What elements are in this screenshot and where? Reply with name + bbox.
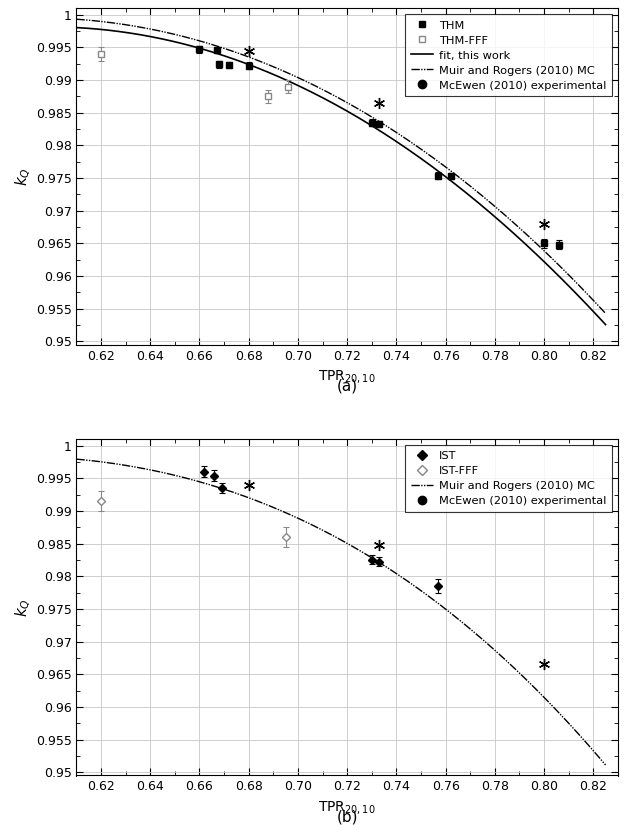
- McEwen (2010) experimental: [245, 480, 252, 490]
- Muir and Rogers (2010) MC: [282, 508, 290, 518]
- fit, this work: [282, 75, 290, 85]
- Muir and Rogers (2010) MC: [406, 578, 413, 587]
- Text: (a): (a): [336, 379, 358, 394]
- McEwen (2010) experimental: [375, 540, 383, 549]
- McEwen (2010) experimental: [540, 659, 548, 669]
- Line: McEwen (2010) experimental: McEwen (2010) experimental: [243, 479, 550, 670]
- Muir and Rogers (2010) MC: [455, 172, 462, 182]
- fit, this work: [406, 145, 413, 155]
- Muir and Rogers (2010) MC: [457, 174, 465, 184]
- X-axis label: TPR$_{20,10}$: TPR$_{20,10}$: [318, 368, 376, 385]
- Muir and Rogers (2010) MC: [136, 463, 144, 473]
- McEwen (2010) experimental: [375, 98, 383, 108]
- fit, this work: [136, 30, 144, 40]
- Line: Muir and Rogers (2010) MC: Muir and Rogers (2010) MC: [76, 19, 606, 314]
- fit, this work: [455, 182, 462, 191]
- fit, this work: [73, 22, 80, 32]
- McEwen (2010) experimental: [245, 45, 252, 55]
- Muir and Rogers (2010) MC: [245, 52, 253, 62]
- fit, this work: [245, 59, 253, 69]
- Muir and Rogers (2010) MC: [73, 14, 80, 24]
- fit, this work: [602, 319, 610, 329]
- Y-axis label: $k_{Q}$: $k_{Q}$: [13, 598, 33, 616]
- Muir and Rogers (2010) MC: [136, 22, 144, 32]
- Text: (b): (b): [336, 809, 358, 824]
- Muir and Rogers (2010) MC: [457, 616, 465, 626]
- X-axis label: TPR$_{20,10}$: TPR$_{20,10}$: [318, 799, 376, 816]
- Legend: IST, IST-FFF, Muir and Rogers (2010) MC, McEwen (2010) experimental: IST, IST-FFF, Muir and Rogers (2010) MC,…: [405, 445, 612, 512]
- McEwen (2010) experimental: [540, 219, 548, 229]
- Muir and Rogers (2010) MC: [73, 455, 80, 464]
- Muir and Rogers (2010) MC: [602, 760, 610, 770]
- Muir and Rogers (2010) MC: [245, 493, 253, 502]
- Muir and Rogers (2010) MC: [602, 309, 610, 318]
- Legend: THM, THM-FFF, fit, this work, Muir and Rogers (2010) MC, McEwen (2010) experimen: THM, THM-FFF, fit, this work, Muir and R…: [405, 14, 612, 97]
- Line: McEwen (2010) experimental: McEwen (2010) experimental: [243, 45, 550, 229]
- Muir and Rogers (2010) MC: [406, 136, 413, 146]
- Line: fit, this work: fit, this work: [76, 27, 606, 324]
- Y-axis label: $k_{Q}$: $k_{Q}$: [13, 167, 33, 186]
- Muir and Rogers (2010) MC: [455, 615, 462, 625]
- fit, this work: [457, 184, 465, 194]
- Line: Muir and Rogers (2010) MC: Muir and Rogers (2010) MC: [76, 460, 606, 765]
- Muir and Rogers (2010) MC: [282, 67, 290, 77]
